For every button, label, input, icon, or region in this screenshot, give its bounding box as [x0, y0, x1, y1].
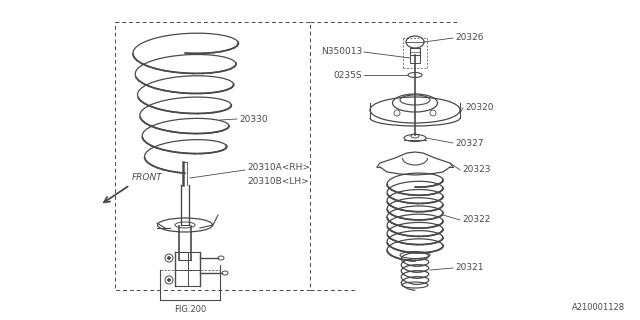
- Text: 20322: 20322: [462, 215, 490, 225]
- Text: N350013: N350013: [321, 47, 362, 57]
- Circle shape: [168, 257, 170, 260]
- Text: 20310B<LH>: 20310B<LH>: [247, 177, 308, 186]
- Text: 20327: 20327: [455, 139, 483, 148]
- Text: FIG.200: FIG.200: [174, 306, 206, 315]
- Bar: [410, 48, 420, 55]
- Text: 20320: 20320: [465, 103, 493, 113]
- Text: 20326: 20326: [455, 34, 483, 43]
- Text: 0235S: 0235S: [333, 70, 362, 79]
- Circle shape: [168, 278, 170, 282]
- Text: 20323: 20323: [462, 165, 490, 174]
- Bar: [410, 55, 420, 63]
- Bar: [115, 22, 310, 290]
- Text: FRONT: FRONT: [132, 173, 163, 182]
- Text: 20321: 20321: [455, 263, 483, 273]
- Text: 20310A<RH>: 20310A<RH>: [247, 164, 310, 172]
- Text: 20330: 20330: [239, 115, 268, 124]
- Text: A210001128: A210001128: [572, 303, 625, 312]
